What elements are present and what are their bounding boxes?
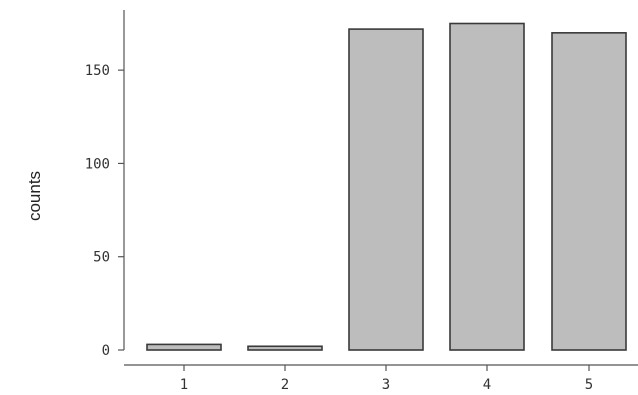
y-ticks: 0 50 100 150	[85, 63, 124, 359]
bars	[146, 22, 627, 351]
y-axis-title: counts	[25, 171, 44, 221]
y-tick-label: 100	[85, 156, 110, 172]
bar	[247, 345, 323, 351]
x-tick-label: 3	[382, 377, 390, 393]
x-tick-label: 2	[281, 377, 289, 393]
y-tick-label: 0	[102, 343, 110, 359]
bar	[348, 28, 424, 351]
y-tick-label: 150	[85, 63, 110, 79]
x-tick-label: 1	[180, 377, 188, 393]
x-tick-label: 4	[483, 377, 491, 393]
x-tick-label: 5	[585, 377, 593, 393]
bar	[449, 22, 525, 351]
x-ticks: 1 2 3 4 5	[180, 365, 593, 393]
y-tick-label: 50	[93, 250, 110, 266]
bar	[146, 343, 222, 351]
bar	[551, 32, 627, 351]
